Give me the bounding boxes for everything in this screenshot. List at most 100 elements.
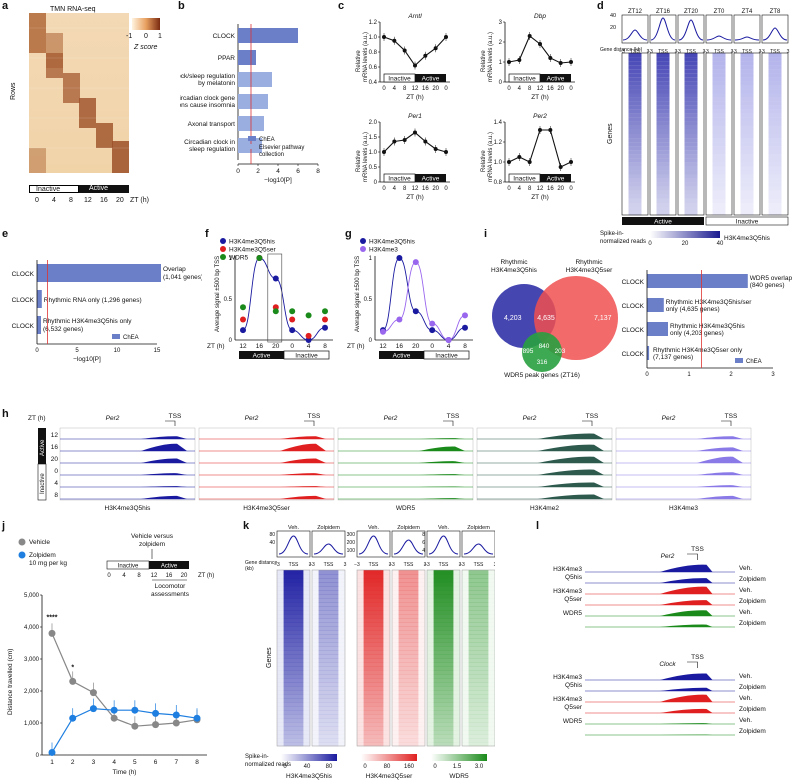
panel-d-cell-4-20 xyxy=(740,134,754,139)
panel-k-cell-bg-2-1-13 xyxy=(462,622,495,627)
panel-k-cell-1-0-0 xyxy=(363,570,384,575)
panel-c-xtick-2-6: 0 xyxy=(444,186,448,192)
panel-a-xtick-1: 4 xyxy=(52,197,56,204)
panel-k-cond-1-1: Zolpidem xyxy=(397,525,420,531)
panel-k-cell-bg-0-1-3 xyxy=(312,582,345,587)
panel-k-cell-2-0-1 xyxy=(433,574,454,579)
panel-l-clock-peak-1-1 xyxy=(660,708,713,713)
panel-k-cell-bg-0-0-41 xyxy=(277,734,310,739)
panel-k-cell-0-1-14 xyxy=(318,626,339,631)
panel-j-point-1-3 xyxy=(110,706,118,714)
panel-k-cell-bg-1-1-12 xyxy=(392,618,425,623)
panel-d-cell-2-27 xyxy=(684,162,698,167)
panel-k-cell-0-0-3 xyxy=(283,582,304,587)
panel-d-cell-bg-5-33 xyxy=(762,186,788,191)
panel-d-cell-bg-2-35 xyxy=(678,194,704,200)
panel-l-clock-cond-0-1: Zolpidem xyxy=(739,684,766,691)
panel-k-cell-2-1-24 xyxy=(468,666,489,671)
panel-d-cell-4-27 xyxy=(740,162,754,167)
panel-k-cell-bg-0-1-19 xyxy=(312,646,345,651)
panel-d-cell-bg-4-7 xyxy=(734,81,760,86)
panel-d-cell-bg-1-33 xyxy=(650,186,676,191)
panel-d-heat-box-0 xyxy=(621,52,649,216)
panel-k-cell-bg-2-1-20 xyxy=(462,650,495,655)
panel-k-cell-bg-1-1-5 xyxy=(392,590,425,595)
panel-k-cell-bg-2-0-42 xyxy=(427,738,460,743)
panel-e-xtick-1: 5 xyxy=(75,348,79,354)
panel-c-ytick-3-2: 1.2 xyxy=(494,140,503,146)
panel-d-cell-5-2 xyxy=(768,61,782,66)
panel-k-heat-box-0-1 xyxy=(311,569,346,747)
panel-d-cell-1-25 xyxy=(656,154,670,159)
panel-d-tp-4: ZT4 xyxy=(742,9,753,15)
panel-c-xtick-2-5: 20 xyxy=(432,186,439,192)
panel-d-cell-4-1 xyxy=(740,57,754,62)
panel-k-cell-0-1-43 xyxy=(318,742,339,747)
panel-k-cell-2-0-20 xyxy=(433,650,454,655)
panel-d-cell-bg-3-5 xyxy=(706,73,732,78)
panel-i-cat-2: CLOCK xyxy=(622,327,645,334)
panel-d-phase-active xyxy=(622,217,704,225)
panel-k-cell-0-0-40 xyxy=(283,730,304,735)
panel-k-cell-1-0-7 xyxy=(363,598,384,603)
panel-d-cell-bg-1-21 xyxy=(650,138,676,143)
panel-k-cell-0-0-35 xyxy=(283,710,304,715)
panel-j-inset-title-b: zolpidem xyxy=(139,541,165,548)
panel-d-cell-bg-4-34 xyxy=(734,190,760,196)
panel-j-ytick-1: 1,000 xyxy=(24,721,40,727)
panel-k-cell-1-0-41 xyxy=(363,734,384,739)
panel-d-cell-1-37 xyxy=(656,202,670,208)
panel-k-cell-bg-0-1-8 xyxy=(312,602,345,607)
panel-d-cell-0-7 xyxy=(628,81,642,86)
panel-k-cell-0-1-25 xyxy=(318,670,339,675)
panel-d-cell-4-28 xyxy=(740,166,754,171)
panel-k-cell-0-0-25 xyxy=(283,670,304,675)
panel-d-cell-3-29 xyxy=(712,170,726,175)
panel-d-cell-3-16 xyxy=(712,117,726,123)
panel-d-cell-2-11 xyxy=(684,97,698,102)
panel-k-cell-1-1-21 xyxy=(398,654,419,659)
panel-c-point-1-5 xyxy=(558,61,563,65)
panel-d-cell-3-14 xyxy=(712,109,726,115)
panel-k-cell-1-0-35 xyxy=(363,710,384,715)
panel-k-cell-bg-2-1-21 xyxy=(462,654,495,659)
panel-k-cell-1-1-30 xyxy=(398,690,419,695)
panel-a-xtick-2: 8 xyxy=(69,197,73,204)
panel-k-cell-0-0-7 xyxy=(283,598,304,603)
panel-k-cell-bg-1-1-18 xyxy=(392,642,425,647)
panel-d-cell-2-32 xyxy=(684,182,698,187)
panel-i-ann-0b: (840 genes) xyxy=(750,282,785,289)
panel-j-ytick-5: 5,000 xyxy=(24,593,40,599)
panel-d-cell-bg-5-3 xyxy=(762,65,788,70)
panel-h-gene-0: Per2 xyxy=(106,415,120,422)
panel-c-point-2-2 xyxy=(402,138,407,142)
panel-d-cell-0-20 xyxy=(628,134,642,139)
panel-l-clock-peak-0-1 xyxy=(660,687,713,691)
panel-d-cell-1-34 xyxy=(656,190,670,196)
panel-k-cell-1-1-10 xyxy=(398,610,419,615)
panel-d-cell-bg-4-11 xyxy=(734,97,760,102)
panel-k-py-1-1: 200 xyxy=(347,540,356,546)
panel-c-xtick-0-6: 0 xyxy=(444,86,448,92)
panel-d-cell-bg-0-33 xyxy=(622,186,648,191)
panel-k-cell-bg-2-1-37 xyxy=(462,718,495,723)
panel-k-cell-2-0-11 xyxy=(433,614,454,619)
panel-k-cell-2-0-12 xyxy=(433,618,454,623)
panel-c-title-1: Dbp xyxy=(534,13,546,20)
panel-k-cell-bg-2-1-31 xyxy=(462,694,495,699)
panel-i-ann-1a: Rhythmic H3K4me3Q5his/ser xyxy=(666,299,752,306)
panel-k-cell-2-1-11 xyxy=(468,614,489,619)
panel-e-ann-0a: Overlap xyxy=(163,266,186,273)
panel-k-cell-2-1-37 xyxy=(468,718,489,723)
panel-k-cond-1-0: Veh. xyxy=(368,525,379,531)
panel-k-cell-bg-2-1-23 xyxy=(462,662,495,667)
panel-d-gdlabel: Gene distance (kb) xyxy=(600,47,643,53)
panel-k-cell-2-1-19 xyxy=(468,646,489,651)
panel-b-bar-1 xyxy=(238,50,256,65)
panel-k-cell-0-1-21 xyxy=(318,654,339,659)
panel-d-cell-bg-1-29 xyxy=(650,170,676,175)
panel-d-cell-4-19 xyxy=(740,129,754,135)
panel-k-cell-bg-1-0-36 xyxy=(357,714,390,719)
panel-d-cell-5-9 xyxy=(768,89,782,94)
